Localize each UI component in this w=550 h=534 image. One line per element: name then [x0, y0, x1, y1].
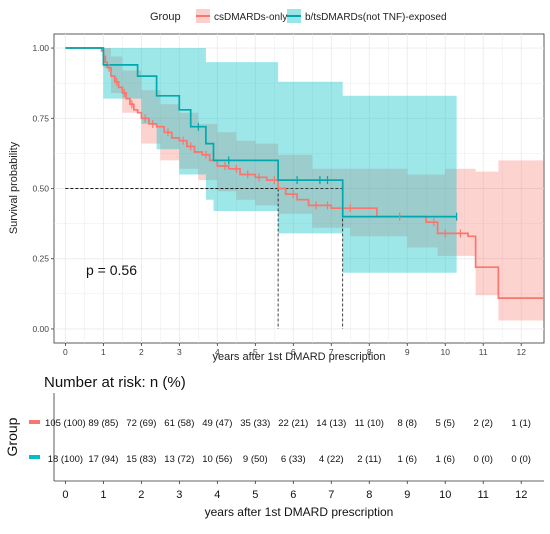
risk-cell-b: 18 (100) — [48, 454, 83, 465]
risk-x-tick-label: 8 — [366, 489, 372, 501]
x-tick-label: 11 — [479, 347, 488, 357]
risk-cell-b: 17 (94) — [88, 454, 118, 465]
risk-cell-cs: 105 (100) — [45, 418, 86, 429]
x-tick-label: 5 — [253, 347, 258, 357]
risk-x-tick-label: 11 — [478, 489, 489, 501]
risk-cell-cs: 8 (8) — [397, 418, 417, 429]
risk-x-tick-label: 0 — [62, 489, 68, 501]
risk-cell-cs: 1 (1) — [511, 418, 531, 429]
y-tick-label: 0.00 — [32, 324, 49, 334]
risk-cell-b: 2 (11) — [357, 454, 381, 465]
risk-table: Number at risk: n (%) Group 105 (100) 89 … — [4, 374, 544, 519]
risk-x-tick-label: 2 — [138, 489, 144, 501]
risk-cell-cs: 14 (13) — [316, 418, 346, 429]
risk-cell-cs: 22 (21) — [278, 418, 308, 429]
risk-table-cells: 105 (100) 89 (85) 72 (69) 61 (58) 49 (47) 35 … — [45, 418, 531, 465]
median-lines — [65, 188, 344, 329]
x-tick-label: 9 — [405, 347, 410, 357]
risk-x-tick-label: 9 — [404, 489, 410, 501]
risk-table-x-axis: 0 1 2 3 4 5 6 7 8 9 10 11 12 — [54, 480, 544, 501]
legend-title: Group — [150, 11, 181, 23]
x-tick-label: 7 — [329, 347, 334, 357]
risk-row-key-cs — [29, 420, 40, 424]
x-tick-label: 6 — [291, 347, 296, 357]
x-tick-label: 8 — [367, 347, 372, 357]
x-axis-label: years after 1st DMARD prescription — [213, 351, 386, 363]
x-tick-label: 10 — [441, 347, 451, 357]
x-axis: 0 1 2 3 4 5 6 7 8 9 10 11 12 — [63, 343, 526, 357]
x-tick-label: 3 — [177, 347, 182, 357]
risk-cell-cs: 49 (47) — [202, 418, 232, 429]
risk-cell-cs: 35 (33) — [240, 418, 270, 429]
x-tick-label: 1 — [101, 347, 106, 357]
risk-cell-b: 0 (0) — [473, 454, 493, 465]
risk-cell-cs: 61 (58) — [164, 418, 194, 429]
x-tick-label: 4 — [215, 347, 220, 357]
risk-x-tick-label: 7 — [328, 489, 334, 501]
risk-x-tick-label: 10 — [439, 489, 451, 501]
risk-cell-b: 0 (0) — [511, 454, 531, 465]
risk-x-tick-label: 6 — [290, 489, 296, 501]
risk-row-key-b — [29, 455, 40, 459]
ci-band-cs — [65, 48, 545, 321]
risk-cell-cs: 11 (10) — [355, 418, 384, 429]
risk-cell-b: 15 (83) — [126, 454, 156, 465]
risk-cell-cs: 2 (2) — [473, 418, 493, 429]
risk-cell-cs: 5 (5) — [435, 418, 455, 429]
risk-x-tick-label: 3 — [176, 489, 182, 501]
legend-entry-b: b/tsDMARDs(not TNF)-exposed — [305, 12, 447, 23]
legend-entry-cs: csDMARDs-only — [214, 12, 287, 23]
risk-cell-b: 10 (56) — [202, 454, 232, 465]
legend: Group csDMARDs-only b/tsDMARDs(not TNF)-… — [150, 9, 447, 23]
risk-x-tick-label: 4 — [214, 489, 220, 501]
y-tick-label: 1.00 — [32, 43, 49, 53]
risk-cell-b: 6 (33) — [281, 454, 306, 465]
plot-panel — [53, 33, 545, 344]
risk-cell-b: 4 (22) — [319, 454, 344, 465]
p-value-annotation: p = 0.56 — [86, 262, 137, 278]
risk-x-tick-label: 5 — [252, 489, 258, 501]
survival-curve-b — [65, 47, 457, 218]
y-tick-label: 0.75 — [32, 113, 49, 123]
risk-cell-b: 9 (50) — [243, 454, 268, 465]
censor-marks — [108, 63, 462, 238]
x-tick-label: 0 — [63, 347, 68, 357]
risk-cell-b: 1 (6) — [397, 454, 417, 465]
risk-table-title: Number at risk: n (%) — [44, 374, 186, 391]
x-tick-label: 12 — [516, 347, 526, 357]
y-tick-label: 0.50 — [32, 184, 49, 194]
risk-cell-cs: 72 (69) — [126, 418, 156, 429]
risk-table-x-label: years after 1st DMARD prescription — [205, 505, 394, 519]
y-axis-label: Survival probability — [8, 141, 20, 234]
risk-cell-b: 13 (72) — [164, 454, 194, 465]
x-tick-label: 2 — [139, 347, 144, 357]
risk-table-panel — [54, 393, 544, 481]
y-axis: 0.00 0.25 0.50 0.75 1.00 — [32, 43, 54, 334]
risk-cell-cs: 89 (85) — [88, 418, 118, 429]
risk-x-tick-label: 12 — [515, 489, 527, 501]
risk-table-group-label: Group — [4, 417, 20, 456]
risk-x-tick-label: 1 — [100, 489, 106, 501]
risk-cell-b: 1 (6) — [435, 454, 455, 465]
y-tick-label: 0.25 — [32, 254, 49, 264]
